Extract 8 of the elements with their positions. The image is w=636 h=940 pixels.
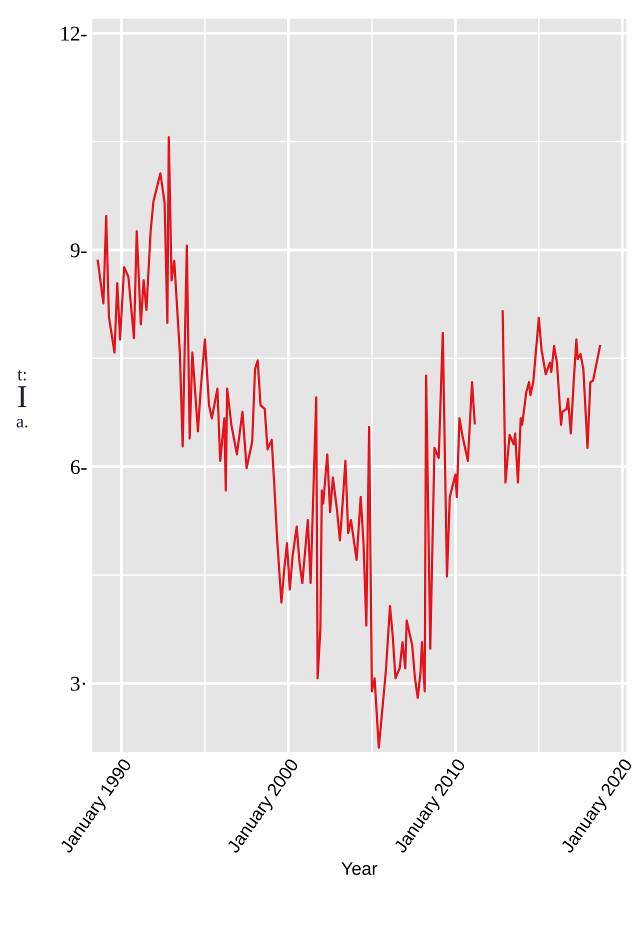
text: a. (16, 418, 28, 428)
text: I (18, 386, 26, 408)
text: t: (17, 370, 26, 381)
y-tick-label: 3· (71, 676, 86, 691)
y-tick-label: 9- (70, 243, 87, 258)
y-tick-label: 6- (70, 460, 87, 474)
y-tick-label: 12- (61, 26, 87, 40)
x-axis-title: Year (341, 862, 378, 875)
